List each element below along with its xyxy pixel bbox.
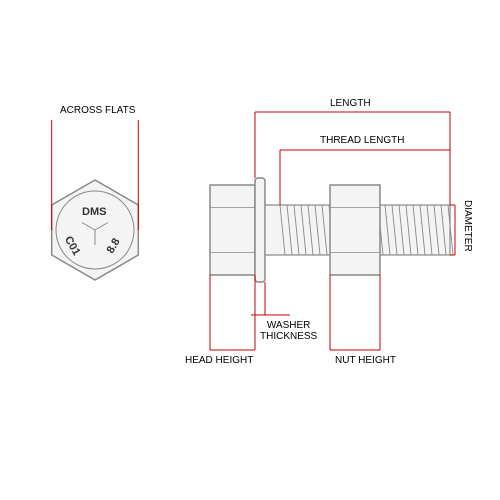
label-head-height: HEAD HEIGHT xyxy=(185,355,253,366)
label-diameter: DIAMETER xyxy=(462,200,473,252)
label-thread-length: THREAD LENGTH xyxy=(320,135,404,146)
label-washer-thickness: WASHERTHICKNESS xyxy=(260,320,317,342)
label-across-flats: ACROSS FLATS xyxy=(60,105,135,116)
label-nut-height: NUT HEIGHT xyxy=(335,355,396,366)
label-length: LENGTH xyxy=(330,98,371,109)
mark-top: DMS xyxy=(82,206,106,218)
